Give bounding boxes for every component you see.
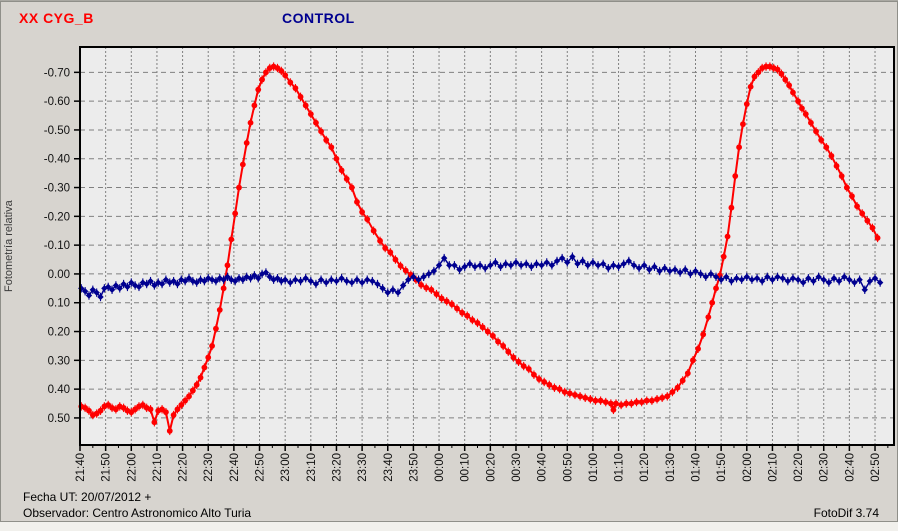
x-tick-label: 01:00 <box>588 453 600 482</box>
y-tick-label: -0.10 <box>44 240 70 252</box>
plot-border <box>79 46 895 446</box>
x-tick-label: 02:00 <box>742 453 754 482</box>
y-tick-label: -0.60 <box>44 96 70 108</box>
y-tick-label: -0.40 <box>44 154 70 166</box>
x-tick-label: 22:50 <box>255 453 267 482</box>
x-tick-label: 01:50 <box>716 453 728 482</box>
y-tick-label: -0.70 <box>44 67 70 79</box>
star-series-points <box>78 62 881 436</box>
x-tick-label: 22:30 <box>203 453 215 482</box>
y-tick-label: 0.20 <box>48 327 70 339</box>
y-tick-label: 0.40 <box>48 384 70 396</box>
x-tick-label: 02:40 <box>844 453 856 482</box>
x-tick-label: 01:30 <box>665 453 677 482</box>
y-tick-label: -0.30 <box>44 183 70 195</box>
x-tick-label: 21:40 <box>75 453 87 482</box>
x-tick-label: 22:00 <box>126 453 138 482</box>
x-tick-label: 02:50 <box>870 453 882 482</box>
x-tick-label: 02:10 <box>767 453 779 482</box>
app-version-text: FotoDif 3.74 <box>813 506 879 520</box>
y-tick-label: 0.00 <box>48 269 70 281</box>
y-tick-label: 0.30 <box>48 355 70 367</box>
x-tick-label: 23:10 <box>306 453 318 482</box>
x-tick-label: 22:40 <box>229 453 241 482</box>
x-tick-label: 23:30 <box>357 453 369 482</box>
x-tick-label: 22:10 <box>152 453 164 482</box>
x-tick-label: 00:50 <box>562 453 574 482</box>
y-tick-label: -0.50 <box>44 125 70 137</box>
x-tick-label: 02:30 <box>819 453 831 482</box>
star-series-title: XX CYG_B <box>19 10 94 26</box>
x-tick-label: 23:50 <box>408 453 420 482</box>
x-tick-label: 22:20 <box>178 453 190 482</box>
plot-area <box>80 47 894 445</box>
x-tick-label: 00:30 <box>511 453 523 482</box>
x-tick-label: 01:40 <box>691 453 703 482</box>
control-series-title: CONTROL <box>282 10 355 26</box>
y-tick-label: 0.50 <box>48 413 70 425</box>
y-tick-label: 0.10 <box>48 298 70 310</box>
x-tick-label: 02:20 <box>793 453 805 482</box>
x-tick-label: 23:40 <box>383 453 395 482</box>
control-series-points <box>78 252 884 302</box>
x-tick-label: 23:00 <box>280 453 292 482</box>
x-tick-label: 23:20 <box>331 453 343 482</box>
x-tick-label: 01:10 <box>614 453 626 482</box>
observador-text: Observador: Centro Astronomico Alto Turi… <box>23 506 252 520</box>
fecha-ut-text: Fecha UT: 20/07/2012 + <box>23 490 152 504</box>
x-tick-label: 00:40 <box>537 453 549 482</box>
x-tick-label: 21:50 <box>101 453 113 482</box>
x-tick-label: 00:10 <box>460 453 472 482</box>
x-tick-label: 00:00 <box>434 453 446 482</box>
y-tick-label: -0.20 <box>44 211 70 223</box>
x-tick-label: 01:20 <box>639 453 651 482</box>
x-tick-label: 00:20 <box>485 453 497 482</box>
